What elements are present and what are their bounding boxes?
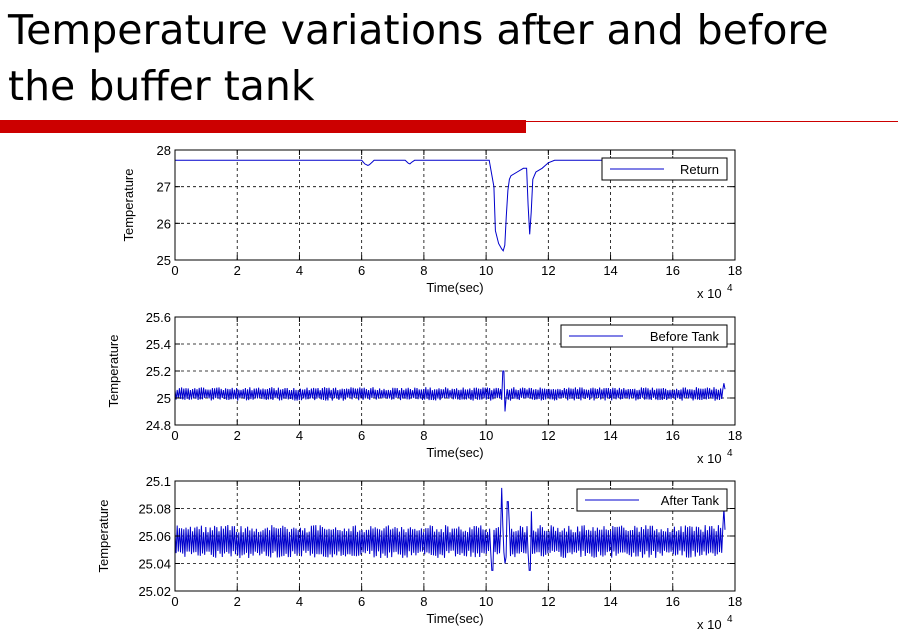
y-axis-label: Temperature	[96, 500, 111, 573]
y-tick-label: 28	[157, 143, 171, 158]
x-exponent-label: x 10	[697, 451, 722, 466]
x-tick-label: 0	[171, 428, 178, 443]
legend-label: Return	[680, 162, 719, 177]
slide-title-line-2: the buffer tank	[8, 62, 315, 110]
x-tick-label: 18	[728, 594, 742, 609]
x-tick-label: 4	[296, 594, 303, 609]
x-exponent-power: 4	[727, 614, 733, 625]
legend-box	[601, 157, 728, 181]
x-tick-label: 6	[358, 263, 365, 278]
x-tick-label: 12	[541, 263, 555, 278]
x-tick-label: 14	[603, 428, 617, 443]
x-tick-label: 6	[358, 428, 365, 443]
y-tick-label: 25.6	[146, 310, 171, 325]
x-tick-label: 10	[479, 263, 493, 278]
x-tick-label: 6	[358, 594, 365, 609]
series-line	[174, 487, 726, 571]
chart-3: 0 2 4 6 8 10 12 14 16 18 25.02 25.04 25.06 25.08 25.1 T…	[96, 474, 742, 632]
title-accent-bar	[0, 120, 526, 133]
legend-label: After Tank	[661, 493, 720, 508]
x-tick-label: 8	[420, 428, 427, 443]
chart-1: 0 2 4 6 8 10 12 14 16 18 25 26 27 28 Time(sec) Temperat…	[121, 143, 742, 301]
y-axis-label: Temperature	[106, 335, 121, 408]
legend-box	[576, 488, 728, 512]
legend-box	[560, 324, 728, 348]
x-exponent-power: 4	[727, 448, 733, 459]
x-tick-label: 16	[666, 594, 680, 609]
x-tick-label: 8	[420, 594, 427, 609]
title-accent-line	[526, 121, 898, 122]
slide-title-line-1: Temperature variations after and before	[8, 6, 829, 54]
y-tick-label: 27	[157, 180, 171, 195]
x-tick-label: 18	[728, 263, 742, 278]
x-tick-label: 16	[666, 428, 680, 443]
x-exponent-label: x 10	[697, 617, 722, 632]
x-tick-label: 14	[603, 263, 617, 278]
y-tick-label: 25.08	[138, 502, 171, 517]
chart-2: 0 2 4 6 8 10 12 14 16 18 24.8 25 25.2 25.4 25.6 Time(se…	[106, 310, 742, 466]
x-tick-label: 10	[479, 594, 493, 609]
x-tick-label: 12	[541, 428, 555, 443]
slide-title: Temperature variations after and before …	[8, 2, 898, 114]
x-tick-label: 8	[420, 263, 427, 278]
x-tick-label: 18	[728, 428, 742, 443]
y-tick-label: 24.8	[146, 418, 171, 433]
x-tick-label: 2	[234, 263, 241, 278]
x-tick-label: 2	[234, 594, 241, 609]
series-line	[174, 370, 726, 412]
x-exponent-power: 4	[727, 283, 733, 294]
y-tick-label: 25.1	[146, 474, 171, 489]
x-tick-label: 14	[603, 594, 617, 609]
y-tick-label: 25.4	[146, 337, 171, 352]
x-axis-label: Time(sec)	[426, 280, 483, 295]
x-exponent-label: x 10	[697, 286, 722, 301]
x-tick-label: 16	[666, 263, 680, 278]
x-tick-label: 4	[296, 428, 303, 443]
series-line	[175, 159, 726, 252]
x-tick-label: 0	[171, 594, 178, 609]
y-tick-label: 26	[157, 216, 171, 231]
x-tick-label: 10	[479, 428, 493, 443]
y-tick-label: 25.02	[138, 584, 171, 599]
x-tick-label: 4	[296, 263, 303, 278]
y-axis-label: Temperature	[121, 169, 136, 242]
y-tick-label: 25.04	[138, 557, 171, 572]
x-tick-label: 0	[171, 263, 178, 278]
x-tick-label: 12	[541, 594, 555, 609]
y-tick-label: 25	[157, 391, 171, 406]
x-tick-label: 2	[234, 428, 241, 443]
x-axis-label: Time(sec)	[426, 611, 483, 626]
plot-frame	[174, 149, 736, 261]
y-tick-label: 25	[157, 253, 171, 268]
x-axis-label: Time(sec)	[426, 445, 483, 460]
legend-label: Before Tank	[650, 329, 720, 344]
y-tick-label: 25.2	[146, 364, 171, 379]
y-tick-label: 25.06	[138, 529, 171, 544]
